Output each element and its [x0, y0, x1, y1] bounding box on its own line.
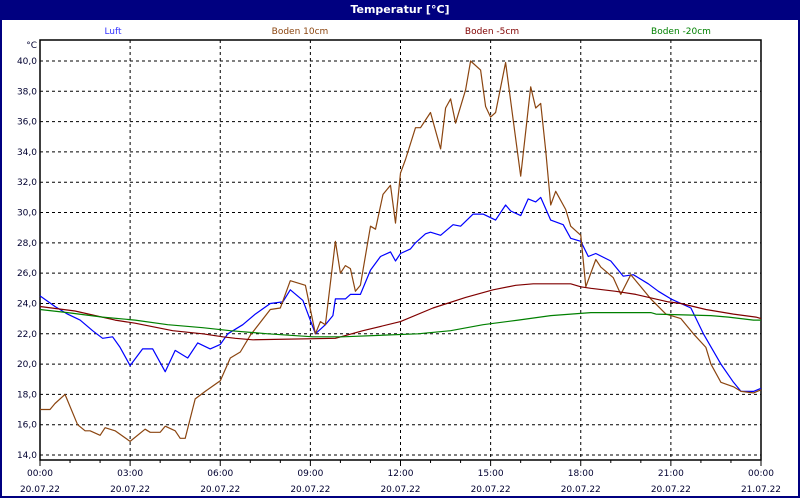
- y-tick-label: 14,0: [17, 451, 37, 461]
- y-tick-label: 34,0: [17, 148, 37, 158]
- x-tick-date: 20.07.22: [471, 485, 511, 495]
- series-line-boden-20cm: [39, 308, 761, 338]
- legend-boden-10cm: Boden 10cm: [272, 27, 329, 37]
- legend-luft: Luft: [104, 27, 122, 37]
- x-tick-time: 12:00: [388, 469, 414, 479]
- y-tick-label: 36,0: [17, 118, 37, 128]
- x-tick-time: 00:00: [748, 469, 774, 479]
- x-tick-date: 20.07.22: [290, 485, 330, 495]
- x-tick-date: 20.07.22: [20, 485, 60, 495]
- x-tick-time: 21:00: [658, 469, 684, 479]
- x-tick-time: 03:00: [117, 469, 143, 479]
- x-tick-time: 18:00: [568, 469, 594, 479]
- y-tick-label: 30,0: [17, 209, 37, 219]
- x-tick-date: 20.07.22: [561, 485, 601, 495]
- window-title: Temperatur [°C]: [0, 0, 800, 20]
- x-tick-date: 20.07.22: [110, 485, 150, 495]
- legend-boden-5cm: Boden -5cm: [465, 27, 519, 37]
- series-line-luft: [39, 196, 762, 392]
- x-tick-date: 20.07.22: [200, 485, 240, 495]
- series-line-boden-5cm: [39, 283, 762, 341]
- y-tick-label: 28,0: [17, 239, 37, 249]
- x-tick-time: 00:00: [27, 469, 53, 479]
- plot-frame: [39, 39, 762, 461]
- x-tick-time: 15:00: [478, 469, 504, 479]
- x-tick-date: 20.07.22: [380, 485, 420, 495]
- y-tick-label: 24,0: [17, 299, 37, 309]
- x-tick-time: 09:00: [297, 469, 323, 479]
- legend-boden-20cm: Boden -20cm: [651, 27, 711, 37]
- y-axis-unit: °C: [26, 41, 37, 51]
- x-tick-time: 06:00: [207, 469, 233, 479]
- y-tick-label: 26,0: [17, 269, 37, 279]
- y-tick-label: 20,0: [17, 360, 37, 370]
- y-tick-label: 38,0: [17, 87, 37, 97]
- y-tick-label: 40,0: [17, 57, 37, 67]
- y-tick-label: 32,0: [17, 178, 37, 188]
- x-tick-date: 21.07.22: [741, 485, 781, 495]
- series-line-boden-10cm: [40, 60, 762, 442]
- x-tick-date: 20.07.22: [651, 485, 691, 495]
- y-tick-label: 22,0: [17, 330, 37, 340]
- y-tick-label: 16,0: [17, 421, 37, 431]
- y-tick-label: 18,0: [17, 390, 37, 400]
